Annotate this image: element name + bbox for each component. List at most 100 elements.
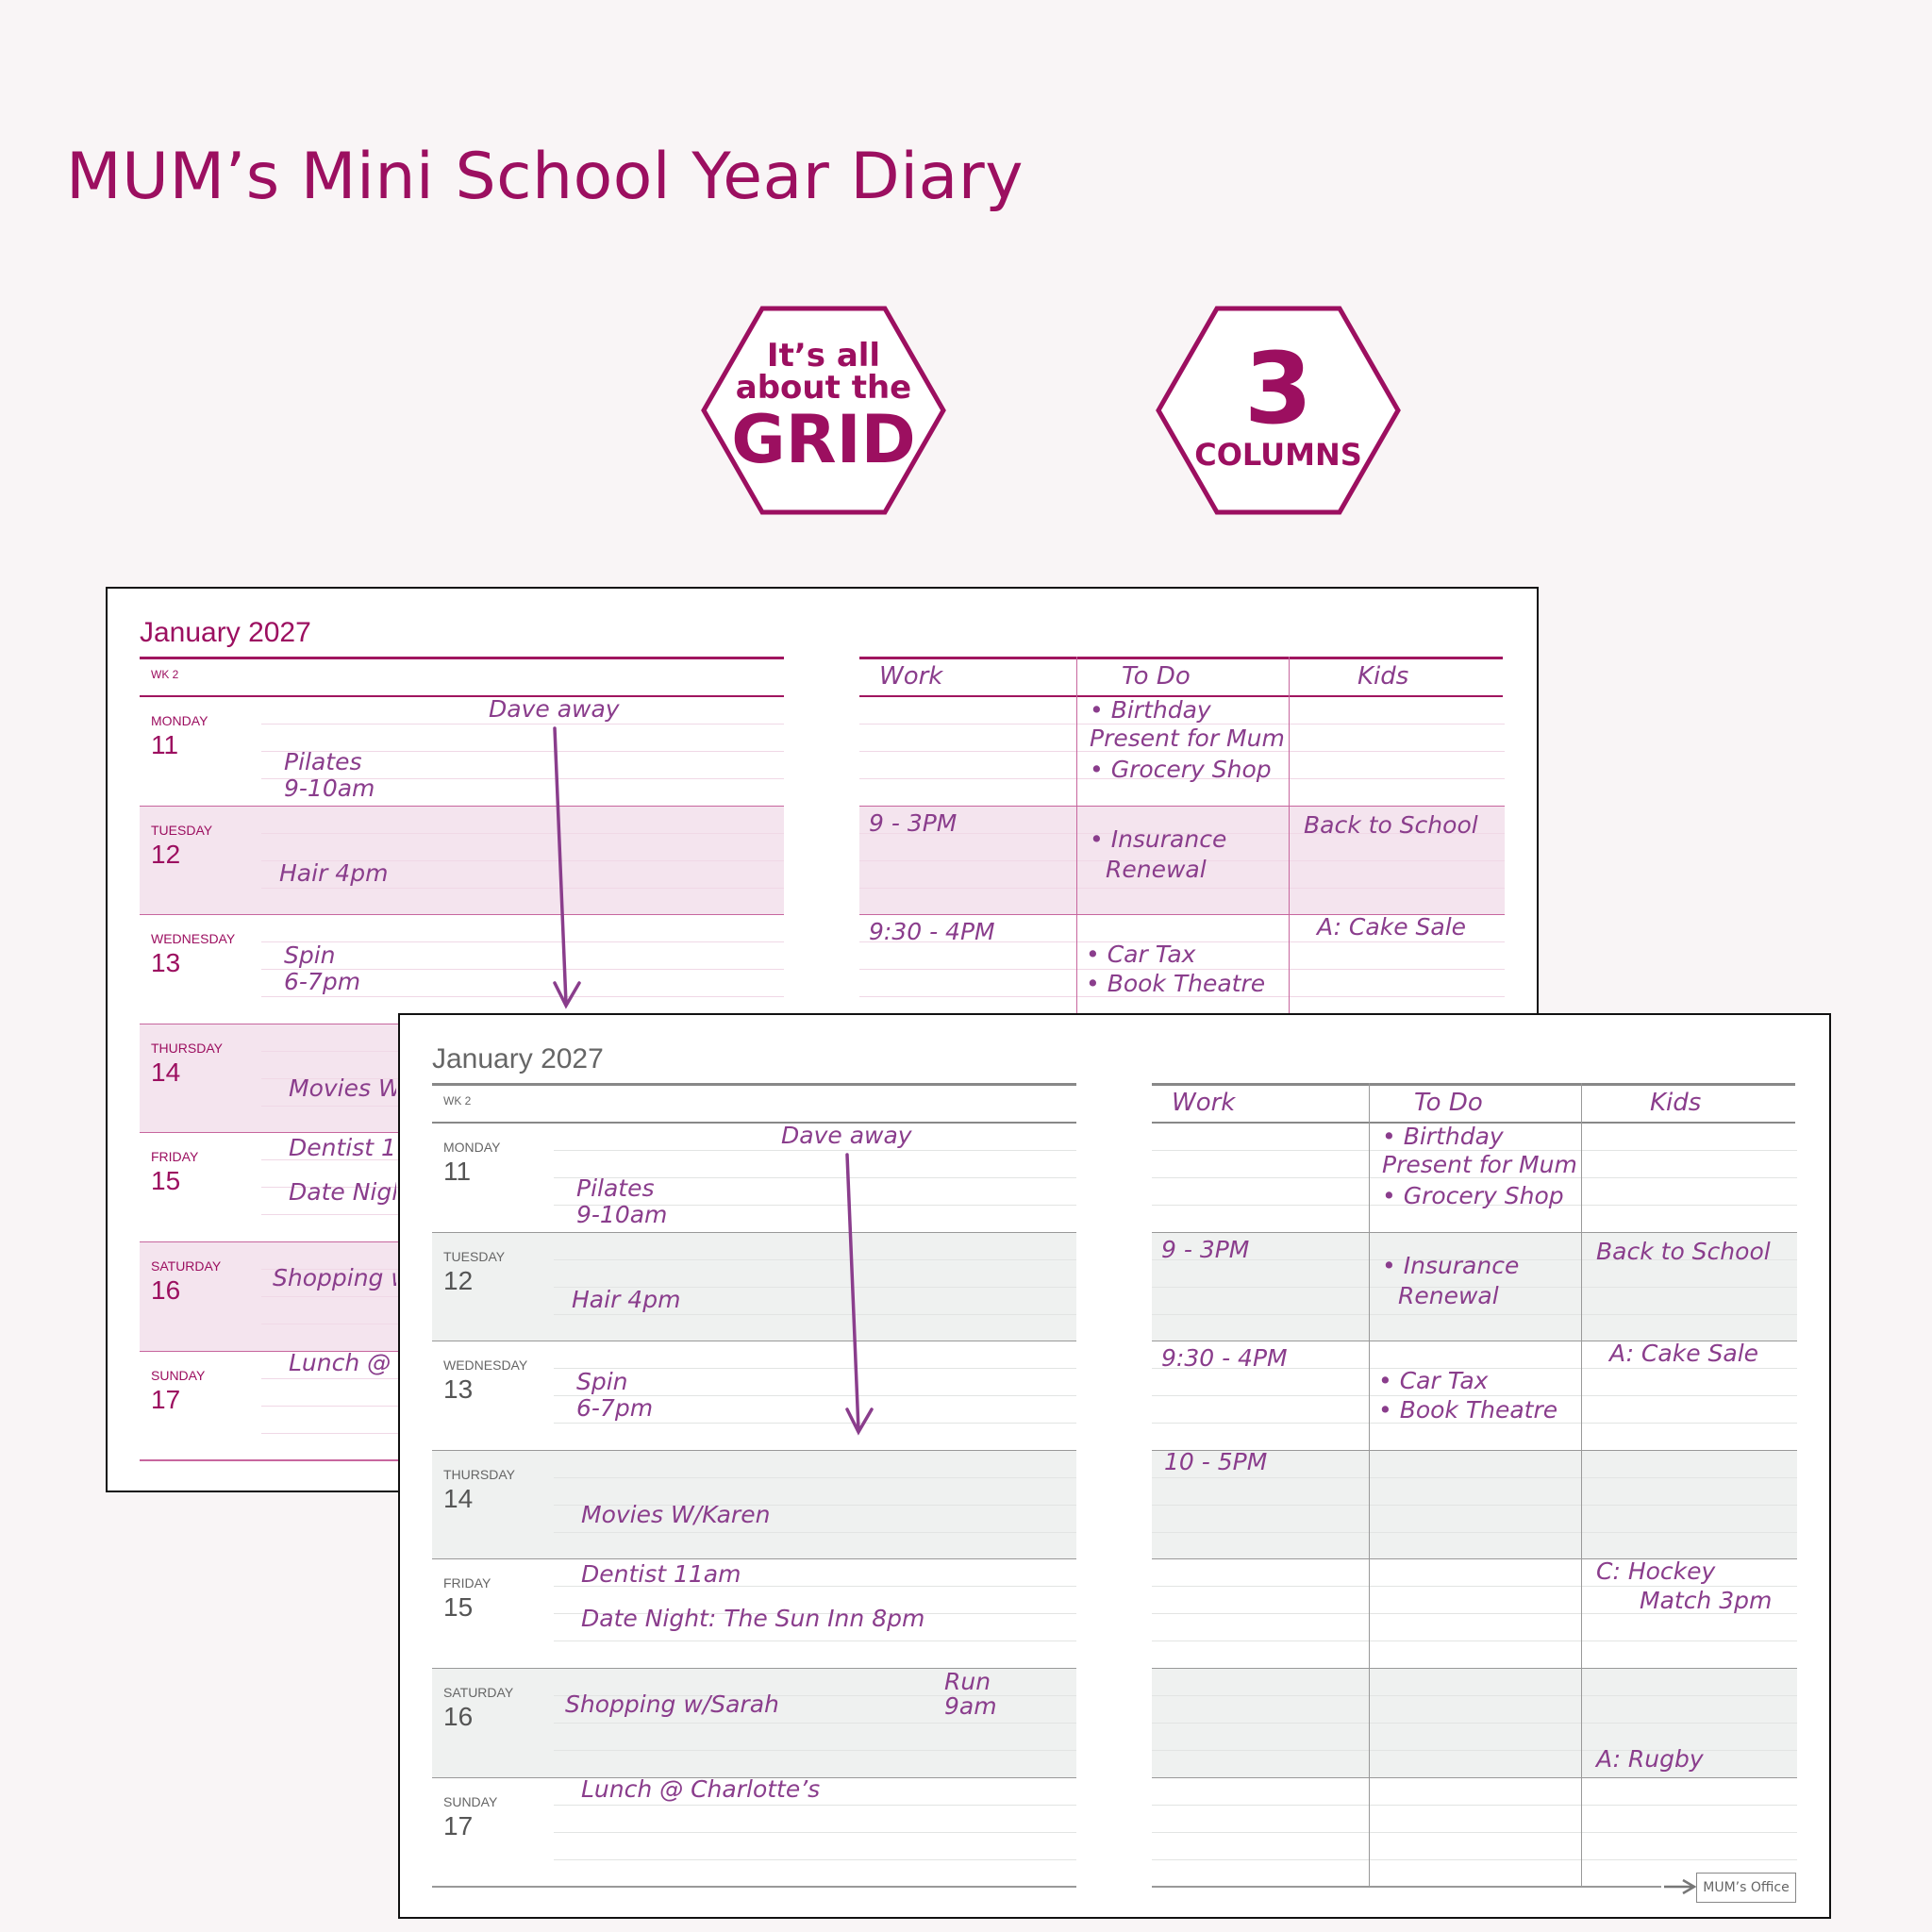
day-number: 15	[151, 1166, 181, 1196]
diary-entry: Hair 4pm	[279, 859, 389, 887]
diary-entry: • Insurance	[1090, 825, 1227, 853]
diary-entry: Renewal	[1106, 856, 1207, 883]
diary-entry: 9 - 3PM	[869, 809, 958, 837]
hexagon-icon	[1156, 306, 1401, 515]
badge-number: 3	[1243, 331, 1313, 446]
day-divider	[432, 1449, 1076, 1451]
diary-entry: Run	[944, 1668, 991, 1695]
day-name: MONDAY	[151, 713, 208, 728]
day-name: SUNDAY	[151, 1367, 206, 1383]
ruled-line	[554, 1723, 1076, 1724]
ruled-line	[859, 969, 1505, 971]
columns-badge: 3 COLUMNS	[1155, 306, 1402, 515]
day-name: SATURDAY	[443, 1685, 514, 1700]
ruled-line	[1152, 1150, 1797, 1151]
ruled-line	[261, 996, 784, 998]
header-rule	[432, 1122, 1076, 1124]
week-number: WK 2	[443, 1094, 472, 1108]
badge-text: COLUMNS	[1194, 437, 1362, 473]
diary-entry: 6-7pm	[284, 968, 361, 995]
header-rule	[1152, 1083, 1795, 1086]
diary-entry: Movies W/Karen	[581, 1501, 771, 1528]
ruled-line	[859, 996, 1505, 998]
ruled-line	[859, 941, 1505, 943]
diary-entry: A: Cake Sale	[1609, 1340, 1759, 1367]
diary-entry: 10 - 5PM	[1164, 1448, 1268, 1475]
ruled-line	[554, 1423, 1076, 1424]
diary-entry: 6-7pm	[576, 1394, 654, 1422]
arrow-right-icon	[1664, 1878, 1697, 1895]
day-number: 14	[151, 1057, 181, 1087]
day-divider	[432, 1231, 1076, 1233]
diary-entry: Back to School	[1304, 811, 1478, 839]
diary-entry: • Grocery Shop	[1382, 1182, 1564, 1209]
column-header: Kids	[1357, 662, 1409, 691]
diary-entry: Dentist 11am	[289, 1134, 396, 1161]
day-name: WEDNESDAY	[443, 1357, 528, 1374]
day-number: 15	[443, 1592, 474, 1623]
ruled-line	[554, 1368, 1076, 1370]
day-number: 13	[443, 1374, 474, 1405]
ruled-line	[1152, 1586, 1797, 1588]
diary-entry: • Book Theatre	[1378, 1396, 1558, 1424]
day-number: 11	[151, 730, 179, 759]
diary-entry: Pilates	[576, 1174, 655, 1202]
diary-entry: A: Cake Sale	[1317, 913, 1467, 941]
column-divider	[1581, 1083, 1582, 1886]
day-divider	[432, 1776, 1076, 1778]
ruled-line	[859, 751, 1505, 752]
ruled-line	[1152, 1504, 1797, 1506]
ruled-line	[261, 859, 784, 861]
grid-badge: It’s all about the GRID	[700, 306, 947, 515]
ruled-line	[1152, 1205, 1797, 1206]
header-rule	[1152, 1122, 1795, 1124]
ruled-line	[1152, 1804, 1797, 1806]
ruled-line	[554, 1150, 1076, 1151]
ruled-line	[554, 1504, 1076, 1506]
ruled-line	[1152, 1858, 1797, 1860]
diary-entry: • Birthday	[1090, 696, 1211, 724]
day-divider	[432, 1558, 1076, 1560]
ruled-line	[554, 1258, 1076, 1260]
day-divider	[1152, 1558, 1797, 1560]
diary-entry: 9 - 3PM	[1161, 1236, 1250, 1263]
day-name: SUNDAY	[443, 1793, 498, 1809]
ruled-line	[554, 1177, 1076, 1178]
arrow-down-icon	[845, 1153, 874, 1436]
diary-entry: 9:30 - 4PM	[869, 918, 995, 945]
diary-entry: • Book Theatre	[1086, 970, 1266, 997]
ruled-line	[1152, 1286, 1797, 1288]
header-rule	[140, 695, 784, 697]
hexagon-icon	[701, 306, 946, 515]
day-name: THURSDAY	[151, 1040, 223, 1056]
column-header: To Do	[1122, 662, 1191, 691]
diary-entry: Spin	[576, 1368, 628, 1395]
diary-entry: Match 3pm	[1640, 1587, 1773, 1614]
diary-entry: Dave away	[781, 1122, 912, 1149]
day-name: TUESDAY	[443, 1248, 506, 1264]
day-name: SATURDAY	[151, 1258, 222, 1274]
diary-entry: Movies W/Karen	[289, 1074, 396, 1102]
day-divider	[859, 805, 1505, 807]
brand-tag: MUM’s Office	[1696, 1873, 1796, 1903]
day-number: 12	[443, 1265, 474, 1295]
diary-entry: • Car Tax	[1086, 941, 1196, 968]
header-rule	[140, 657, 784, 659]
ruled-line	[1152, 1831, 1797, 1833]
day-name: TUESDAY	[151, 822, 213, 838]
ruled-line	[1152, 1723, 1797, 1724]
ruled-line	[554, 1750, 1076, 1751]
day-divider	[1152, 1231, 1797, 1233]
ruled-line	[1152, 1476, 1797, 1478]
column-divider	[1369, 1083, 1370, 1886]
day-divider	[140, 914, 784, 916]
ruled-line	[261, 887, 784, 889]
bottom-rule	[432, 1886, 1076, 1888]
day-divider	[1152, 1776, 1797, 1778]
diary-entry: 9am	[944, 1692, 997, 1720]
day-name: MONDAY	[443, 1140, 501, 1155]
column-header: Kids	[1650, 1089, 1702, 1117]
day-number: 13	[151, 948, 181, 978]
day-number: 16	[443, 1702, 474, 1731]
ruled-line	[554, 1831, 1076, 1833]
